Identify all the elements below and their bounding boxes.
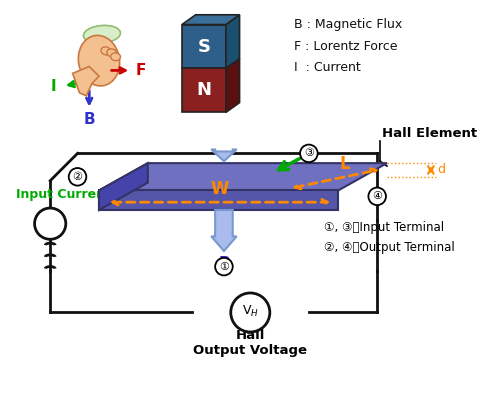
Bar xyxy=(182,68,226,113)
Text: I: I xyxy=(50,79,56,94)
Polygon shape xyxy=(226,59,239,113)
Bar xyxy=(182,24,226,68)
Text: Hall
Output Voltage: Hall Output Voltage xyxy=(194,329,308,357)
Text: N: N xyxy=(196,81,212,100)
Text: W: W xyxy=(211,180,229,198)
Text: S: S xyxy=(198,37,210,55)
Text: F: F xyxy=(136,63,146,78)
Polygon shape xyxy=(99,163,148,210)
Text: B: B xyxy=(84,112,95,127)
Polygon shape xyxy=(99,163,387,191)
Circle shape xyxy=(231,293,270,332)
Text: d: d xyxy=(438,163,446,176)
Polygon shape xyxy=(182,15,240,24)
Circle shape xyxy=(34,208,66,239)
Text: F : Lorentz Force: F : Lorentz Force xyxy=(294,39,398,52)
Text: V$_H$: V$_H$ xyxy=(242,304,259,319)
Circle shape xyxy=(68,168,86,186)
Text: B: B xyxy=(218,256,230,271)
Text: B : Magnetic Flux: B : Magnetic Flux xyxy=(294,18,403,31)
Circle shape xyxy=(368,188,386,205)
Text: ③: ③ xyxy=(304,148,314,158)
Text: ②, ④：Output Terminal: ②, ④：Output Terminal xyxy=(324,241,454,254)
Text: Hall Element: Hall Element xyxy=(382,127,477,140)
FancyArrow shape xyxy=(211,210,236,251)
Text: ①: ① xyxy=(219,262,229,272)
Text: Input Current: Input Current xyxy=(16,188,111,201)
Circle shape xyxy=(300,144,318,162)
Polygon shape xyxy=(72,66,99,96)
Circle shape xyxy=(215,258,232,276)
Polygon shape xyxy=(99,191,338,210)
Polygon shape xyxy=(226,15,239,68)
Ellipse shape xyxy=(78,35,120,86)
Text: ②: ② xyxy=(72,172,83,182)
Text: L: L xyxy=(340,155,350,173)
Ellipse shape xyxy=(84,25,120,43)
Text: ①, ③：Input Terminal: ①, ③：Input Terminal xyxy=(324,221,444,234)
FancyArrow shape xyxy=(211,150,236,161)
Ellipse shape xyxy=(110,53,120,60)
Text: ④: ④ xyxy=(372,192,382,201)
Text: I  : Current: I : Current xyxy=(294,61,361,74)
Ellipse shape xyxy=(101,47,110,55)
Ellipse shape xyxy=(107,49,117,57)
